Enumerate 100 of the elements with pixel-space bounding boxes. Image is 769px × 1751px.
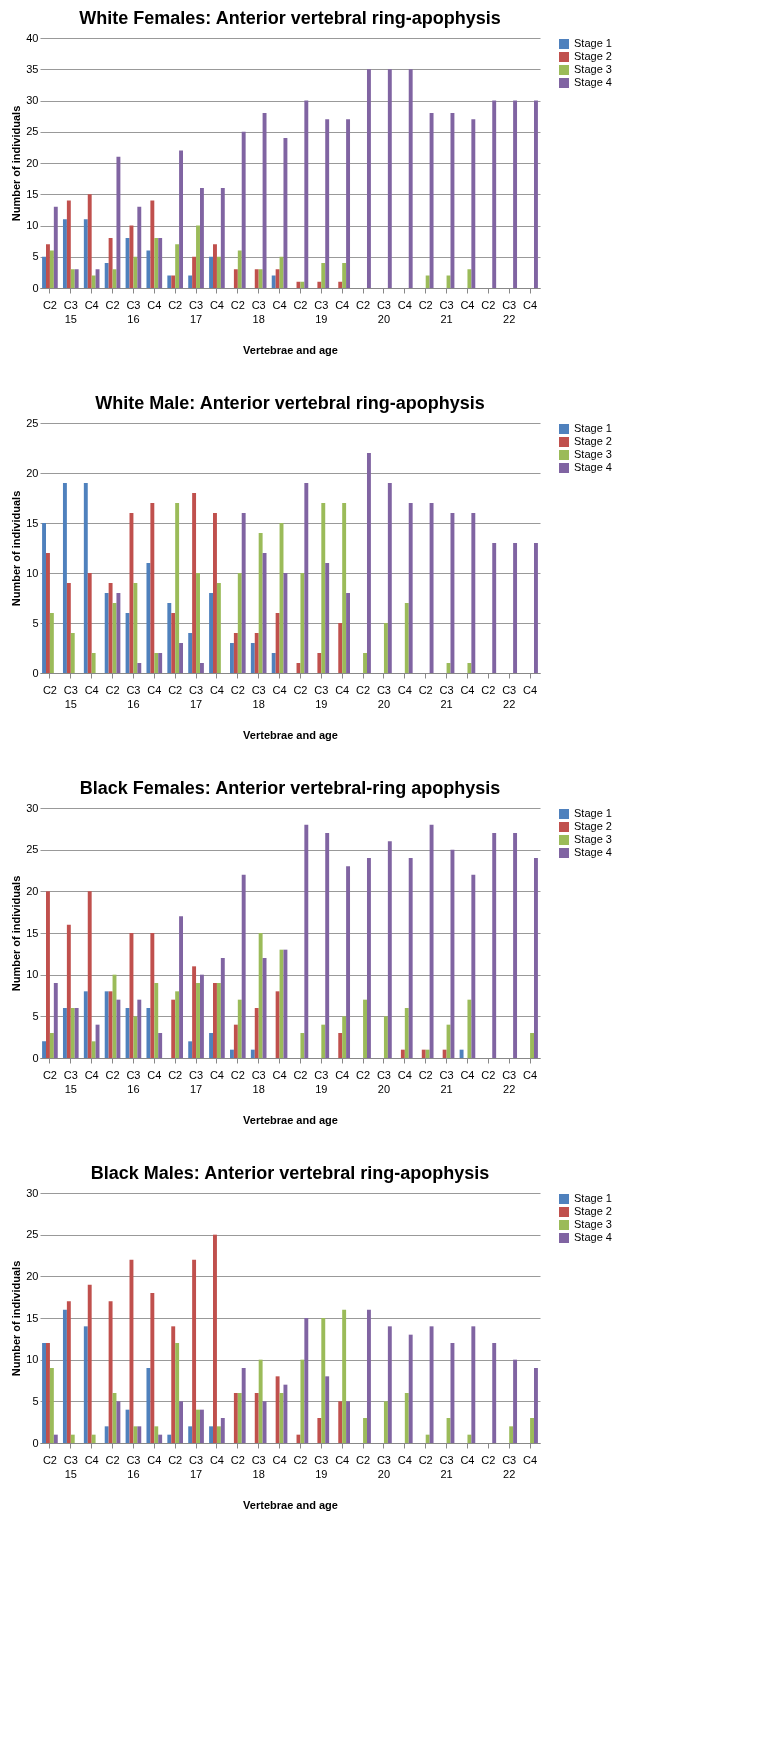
bar xyxy=(146,250,151,288)
bar xyxy=(66,1301,71,1443)
bar xyxy=(70,1434,75,1443)
legend-label: Stage 1 xyxy=(574,1192,612,1204)
y-tick-label: 35 xyxy=(26,62,39,75)
bar xyxy=(366,858,371,1058)
bar xyxy=(192,1259,197,1443)
bar xyxy=(383,623,388,673)
text: 22 xyxy=(503,313,516,325)
x-tick-label: C2 xyxy=(356,1068,371,1081)
y-tick-label: 25 xyxy=(26,416,39,429)
x-tick-label: C2 xyxy=(105,1453,120,1466)
x-tick-label: C2 xyxy=(356,1453,371,1466)
bar xyxy=(262,553,267,673)
x-tick-label: C4 xyxy=(335,683,350,696)
legend-label: Stage 3 xyxy=(574,833,612,845)
x-tick-label: C2 xyxy=(481,683,496,696)
bar xyxy=(125,1409,130,1443)
text: 17 xyxy=(189,1083,203,1095)
text: 16 xyxy=(127,698,140,710)
bar xyxy=(216,583,221,673)
bar xyxy=(241,874,246,1058)
x-tick-label: C2 xyxy=(293,683,308,696)
legend-label: Stage 4 xyxy=(574,461,612,473)
bar xyxy=(304,824,309,1058)
x-tick-label: C4 xyxy=(147,1453,162,1466)
bar xyxy=(199,663,204,673)
y-axis-title: Number of individuals xyxy=(10,875,23,992)
bar xyxy=(87,1284,92,1443)
bar xyxy=(241,131,246,288)
bar xyxy=(42,256,46,288)
bar xyxy=(429,503,434,673)
bar xyxy=(154,1426,159,1443)
y-tick-label: 0 xyxy=(32,281,39,294)
x-tick-label: C3 xyxy=(502,1068,517,1081)
bar xyxy=(387,841,392,1058)
x-tick-label: C2 xyxy=(481,298,496,311)
bar xyxy=(229,1049,234,1058)
x-axis-title: Vertebrae and age xyxy=(243,1113,338,1126)
bar xyxy=(254,269,259,288)
y-tick-label: 0 xyxy=(32,666,39,679)
x-tick-label: C4 xyxy=(460,683,475,696)
x-tick-label: C3 xyxy=(189,298,204,311)
y-tick-label: 5 xyxy=(32,616,39,629)
text: 17 xyxy=(189,1468,203,1480)
y-tick-label: 0 xyxy=(32,1051,39,1064)
text: 21 xyxy=(440,313,453,325)
bar xyxy=(429,824,434,1058)
bar xyxy=(196,1409,200,1443)
legend-label: Stage 1 xyxy=(574,37,612,49)
bar xyxy=(366,69,371,288)
bar xyxy=(150,933,155,1058)
x-tick-label: C3 xyxy=(251,1453,266,1466)
bar xyxy=(74,1008,79,1058)
y-tick-label: 20 xyxy=(26,884,39,897)
bar xyxy=(150,503,155,673)
bar xyxy=(125,1008,130,1058)
bar xyxy=(237,999,242,1058)
text: 18 xyxy=(252,1083,265,1095)
bar xyxy=(213,983,217,1058)
x-tick-label: C4 xyxy=(209,1453,224,1466)
text: 22 xyxy=(503,698,516,710)
text: 20 xyxy=(377,1468,391,1480)
bar xyxy=(70,633,75,673)
bar xyxy=(87,194,92,288)
bar xyxy=(175,503,180,673)
x-tick-label: C3 xyxy=(314,683,329,696)
bar xyxy=(258,1359,263,1443)
bar xyxy=(108,991,113,1058)
bar xyxy=(346,593,351,673)
bar xyxy=(199,974,204,1058)
bar xyxy=(530,1418,534,1443)
bar xyxy=(108,238,113,288)
bar xyxy=(534,100,538,288)
y-tick-label: 15 xyxy=(26,926,39,939)
bar xyxy=(188,275,193,288)
bar xyxy=(62,219,67,288)
legend-label: Stage 1 xyxy=(574,422,612,434)
bar xyxy=(108,1301,113,1443)
bar xyxy=(42,1041,46,1058)
bar xyxy=(404,603,409,673)
x-tick-label: C4 xyxy=(523,1068,538,1081)
x-tick-label: C2 xyxy=(418,298,433,311)
bar xyxy=(342,1016,347,1058)
bar xyxy=(530,1033,534,1058)
x-tick-label: C4 xyxy=(460,1068,475,1081)
bar xyxy=(534,858,538,1058)
bar xyxy=(262,958,267,1058)
bar xyxy=(216,256,221,288)
text: 22 xyxy=(503,1083,516,1095)
x-tick-label: C3 xyxy=(63,1068,78,1081)
text: 17 xyxy=(189,313,203,325)
bar xyxy=(196,573,200,673)
bar xyxy=(262,113,267,288)
x-tick-label: C3 xyxy=(63,298,78,311)
bar xyxy=(459,1049,464,1058)
x-tick-label: C2 xyxy=(418,683,433,696)
bar xyxy=(492,833,497,1058)
text: 15 xyxy=(64,1083,77,1095)
chart-title: White Females: Anterior vertebral ring-apophysis xyxy=(79,8,501,28)
